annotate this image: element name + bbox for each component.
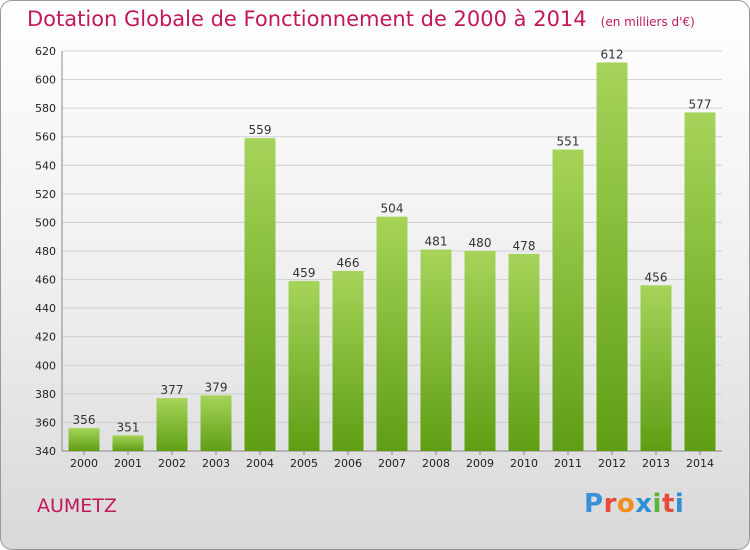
x-tick-label: 2007 [378, 457, 406, 470]
logo-letter: i [674, 489, 685, 519]
chart-unit-note: (en milliers d'€) [600, 15, 695, 29]
y-tick-label: 520 [35, 188, 56, 201]
bar [112, 435, 144, 451]
y-tick-label: 400 [35, 359, 56, 372]
logo-letter: t [661, 489, 675, 519]
bar [332, 271, 364, 451]
bar [376, 216, 408, 451]
value-label: 481 [425, 235, 448, 249]
value-label: 459 [293, 266, 316, 280]
x-tick-label: 2001 [114, 457, 142, 470]
value-label: 377 [161, 383, 184, 397]
value-label: 612 [601, 47, 624, 61]
y-tick-label: 340 [35, 445, 56, 458]
value-label: 466 [337, 256, 360, 270]
proxiti-logo: Proxiti [584, 489, 684, 519]
x-tick-label: 2012 [598, 457, 626, 470]
bar [596, 62, 628, 452]
x-tick-label: 2010 [510, 457, 538, 470]
x-tick-label: 2014 [686, 457, 714, 470]
y-tick-label: 380 [35, 388, 56, 401]
y-tick-label: 420 [35, 331, 56, 344]
value-label: 478 [513, 239, 536, 253]
y-tick-label: 600 [35, 74, 56, 87]
y-tick-label: 560 [35, 131, 56, 144]
bar [420, 249, 452, 451]
bar [200, 395, 232, 451]
y-tick-label: 620 [35, 45, 56, 58]
y-tick-labels: 340 360 380 400 420 440 460 480 500 520 540 560 580 6… [35, 45, 56, 458]
y-tick-label: 440 [35, 302, 56, 315]
logo-letter: o [616, 489, 636, 519]
logo-letter: P [584, 489, 604, 519]
x-tick-label: 2004 [246, 457, 274, 470]
value-label: 559 [249, 123, 272, 137]
logo-letter: i [652, 489, 662, 519]
chart-title: Dotation Globale de Fonctionnement de 20… [27, 7, 695, 31]
x-tick-label: 2006 [334, 457, 362, 470]
value-label: 504 [381, 202, 404, 216]
x-tick-label: 2009 [466, 457, 494, 470]
x-tick-label: 2013 [642, 457, 670, 470]
x-tick-label: 2003 [202, 457, 230, 470]
bar [288, 281, 320, 451]
bar [464, 251, 496, 451]
y-tick-label: 460 [35, 274, 56, 287]
commune-name: AUMETZ [37, 495, 117, 517]
bar [244, 138, 276, 451]
x-tick-label: 2000 [70, 457, 98, 470]
value-label: 577 [689, 97, 712, 111]
value-label: 351 [117, 420, 140, 434]
bar [640, 285, 672, 451]
y-tick-label: 480 [35, 245, 56, 258]
bar [552, 149, 584, 452]
logo-letter: r [603, 489, 617, 519]
value-label: 480 [469, 236, 492, 250]
bar [68, 428, 100, 451]
x-tick-label: 2002 [158, 457, 186, 470]
value-label: 356 [73, 413, 96, 427]
logo-letter: x [635, 489, 653, 519]
x-tick-label: 2005 [290, 457, 318, 470]
bars [68, 62, 716, 452]
value-label: 551 [557, 135, 580, 149]
bar [156, 398, 188, 451]
y-tick-label: 360 [35, 416, 56, 429]
x-tick-label: 2008 [422, 457, 450, 470]
value-label: 456 [645, 270, 668, 284]
y-tick-label: 540 [35, 159, 56, 172]
bar [684, 112, 716, 451]
bar [508, 253, 540, 451]
value-labels: 356 351 377 379 559 459 466 504 481 480 478 551 612 4… [73, 47, 712, 434]
chart-title-main: Dotation Globale de Fonctionnement de 20… [27, 7, 587, 31]
value-label: 379 [205, 380, 228, 394]
y-tick-label: 500 [35, 216, 56, 229]
y-tick-label: 580 [35, 102, 56, 115]
x-tick-labels: 2000 2001 2002 2003 2004 2005 2006 2007 2008 2009… [70, 457, 714, 470]
x-tick-label: 2011 [554, 457, 582, 470]
